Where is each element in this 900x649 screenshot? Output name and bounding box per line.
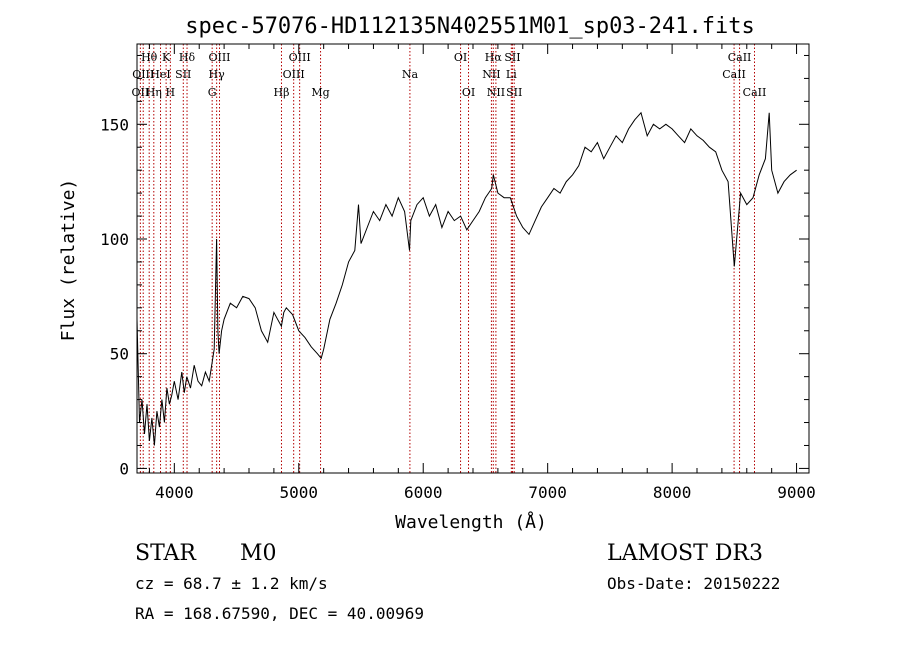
redshift-velocity: cz = 68.7 ± 1.2 km/s (135, 574, 328, 593)
x-axis-label: Wavelength (Å) (395, 511, 547, 533)
line-marker-label: OIII (132, 68, 154, 81)
line-marker-label: OIII (208, 51, 230, 64)
line-marker-label: Hβ (274, 86, 290, 99)
observation-date: Obs-Date: 20150222 (607, 574, 780, 593)
line-marker-label: Mg (311, 86, 329, 99)
y-tick-label: 0 (119, 459, 129, 478)
coordinates: RA = 168.67590, DEC = 40.00969 (135, 604, 424, 623)
spectral-line-markers (139, 44, 755, 473)
x-tick-label: 5000 (280, 483, 319, 502)
line-marker-label: SII (504, 51, 520, 64)
line-marker-label: Hα (485, 51, 503, 64)
line-marker-label: Na (402, 68, 419, 81)
y-axis: 0 50 100 150 (100, 54, 809, 478)
x-tick-label: 7000 (528, 483, 567, 502)
y-axis-label: Flux (relative) (58, 179, 79, 342)
line-marker-label: Hθ (141, 51, 158, 64)
line-marker-label: SII (175, 68, 191, 81)
line-marker-label: CaII (743, 86, 767, 99)
line-marker-label: Hη (146, 86, 162, 99)
line-marker-label: OIII (283, 68, 305, 81)
line-marker-label: OI (462, 86, 475, 99)
line-marker-label: CaII (722, 68, 746, 81)
x-tick-label: 4000 (155, 483, 194, 502)
line-marker-label: Hδ (179, 51, 196, 64)
x-axis: 4000 5000 6000 7000 8000 9000 (148, 44, 816, 502)
line-marker-label: SII (506, 86, 522, 99)
x-tick-label: 6000 (404, 483, 443, 502)
x-tick-label: 9000 (777, 483, 816, 502)
line-marker-label: NII (487, 86, 505, 99)
y-tick-label: 50 (110, 345, 129, 364)
line-marker-label: K (162, 51, 171, 64)
x-tick-label: 8000 (653, 483, 692, 502)
spectrum-line (136, 111, 797, 446)
chart-title: spec-57076-HD112135N402551M01_sp03-241.f… (185, 14, 755, 39)
line-marker-label: Li (506, 68, 517, 81)
y-tick-label: 100 (100, 230, 129, 249)
spectral-line-labels: OII OIII Hθ Hη HeI K H SII Hδ G Hγ OIII Hβ OIII OIII Mg… (132, 51, 767, 99)
line-marker-label: G (208, 86, 217, 99)
line-marker-label: HeI (150, 68, 170, 81)
line-marker-label: H (166, 86, 176, 99)
y-tick-label: 150 (100, 115, 129, 134)
survey-name: LAMOST DR3 (607, 541, 763, 566)
line-marker-label: OI (454, 51, 467, 64)
object-subclass: M0 (240, 541, 277, 566)
line-marker-label: OIII (289, 51, 311, 64)
plot-frame (136, 43, 810, 474)
line-marker-label: OII (132, 86, 150, 99)
object-class: STAR (135, 541, 197, 566)
line-marker-label: NII (482, 68, 500, 81)
line-marker-label: CaII (728, 51, 752, 64)
plot-area (136, 111, 797, 446)
line-marker-label: Hγ (209, 68, 226, 81)
